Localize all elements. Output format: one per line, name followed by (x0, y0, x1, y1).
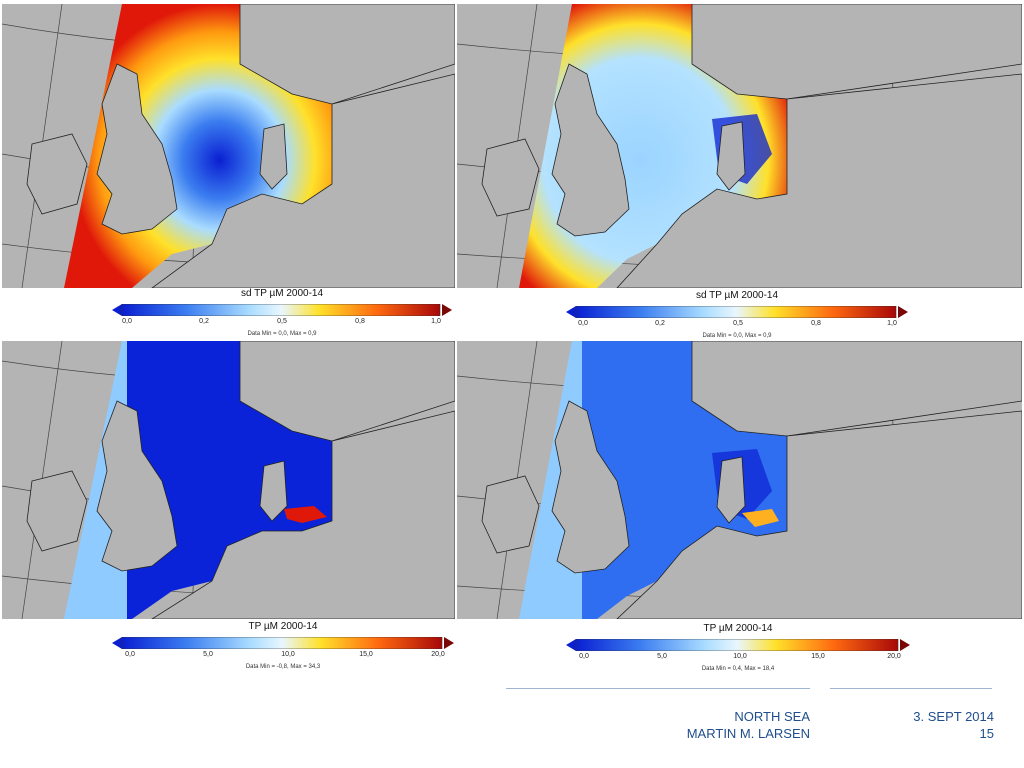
colorbar-data-range: Data Min = -0,8, Max = 34,3 (245, 664, 321, 670)
baltic-hotspot (284, 506, 327, 523)
map-tp-right-graphic (457, 341, 1022, 619)
map-sd-tp-right-graphic (457, 4, 1022, 288)
map-tp-right (457, 341, 1022, 619)
tick-label: 20,0 (431, 651, 445, 658)
colorbar-data-range: Data Min = 0,0, Max = 0,9 (247, 331, 317, 337)
tick-label: 0,0 (578, 320, 588, 327)
page-number: 15 (979, 726, 994, 741)
colorbar-data-range: Data Min = 0,4, Max = 18,4 (701, 666, 775, 672)
tick-label: 15,0 (359, 651, 373, 658)
tick-label: 5,0 (657, 653, 667, 660)
colorbar-2: sd TP µM 2000-14 0,0 0,2 0,5 0,8 1,0 Dat… (566, 290, 908, 346)
ireland-land (26, 470, 88, 552)
denmark-land (259, 460, 288, 522)
footer-topic: NORTH SEA (734, 709, 810, 724)
colorbar-4: TP µM 2000-14 0,0 5,0 10,0 15,0 20,0 Dat… (566, 623, 910, 679)
sea-field (127, 341, 332, 619)
footer-divider-right (830, 688, 992, 689)
map-sd-tp-left-graphic (2, 4, 455, 288)
colorbar-ticks: 0,0 5,0 10,0 15,0 20,0 (112, 651, 454, 663)
colorbar-data-range: Data Min = 0,0, Max = 0,9 (702, 333, 772, 339)
great-britain-land (551, 63, 630, 237)
colorbar-ticks: 0,0 0,2 0,5 0,8 1,0 (112, 318, 452, 330)
colorbar-ticks: 0,0 5,0 10,0 15,0 20,0 (566, 653, 910, 665)
colorbar-title: TP µM 2000-14 (703, 623, 773, 634)
colorbar-ramp (112, 304, 452, 316)
colorbar-1: sd TP µM 2000-14 0,0 0,2 0,5 0,8 1,0 Dat… (112, 288, 452, 344)
colorbar-ramp (566, 306, 908, 318)
tick-label: 0,5 (733, 320, 743, 327)
ireland-land (481, 475, 540, 554)
map-tp-left (2, 341, 455, 619)
tick-label: 0,0 (122, 318, 132, 325)
great-britain-land (96, 63, 178, 235)
great-britain-land (551, 400, 630, 574)
tick-label: 15,0 (811, 653, 825, 660)
map-tp-left-graphic (2, 341, 455, 619)
footer-topic-block: NORTH SEA MARTIN M. LARSEN (560, 708, 810, 742)
colorbar-ramp (112, 637, 454, 649)
denmark-land (716, 121, 746, 191)
tick-label: 0,2 (199, 318, 209, 325)
tick-label: 10,0 (733, 653, 747, 660)
great-britain-land (96, 400, 178, 572)
tick-label: 20,0 (887, 653, 901, 660)
footer-date: 3. SEPT 2014 (913, 709, 994, 724)
tick-label: 0,0 (579, 653, 589, 660)
colorbar-ticks: 0,0 0,2 0,5 0,8 1,0 (566, 320, 908, 332)
colorbar-title: sd TP µM 2000-14 (240, 288, 324, 299)
tick-label: 0,8 (811, 320, 821, 327)
footer-date-block: 3. SEPT 2014 15 (840, 708, 994, 742)
continent-land (616, 410, 1022, 619)
baltic-hotspot (742, 509, 779, 527)
tick-label: 5,0 (203, 651, 213, 658)
tick-label: 10,0 (281, 651, 295, 658)
continent-land (616, 73, 1022, 288)
colorbar-3: TP µM 2000-14 0,0 5,0 10,0 15,0 20,0 Dat… (112, 621, 454, 677)
tick-label: 1,0 (887, 320, 897, 327)
tick-label: 0,5 (277, 318, 287, 325)
tick-label: 0,0 (125, 651, 135, 658)
continent-land (151, 73, 455, 288)
colorbar-title: sd TP µM 2000-14 (695, 290, 779, 301)
colorbar-title: TP µM 2000-14 (248, 621, 318, 632)
ireland-land (481, 138, 540, 217)
tick-label: 1,0 (431, 318, 441, 325)
tick-label: 0,2 (655, 320, 665, 327)
footer-author: MARTIN M. LARSEN (686, 726, 810, 741)
continent-land (151, 410, 455, 619)
footer-divider-left (506, 688, 810, 689)
sea-field (582, 341, 787, 619)
denmark-land (716, 456, 746, 524)
ireland-land (26, 133, 88, 215)
map-sd-tp-left (2, 4, 455, 288)
colorbar-ramp (566, 639, 910, 651)
denmark-land (259, 123, 288, 190)
tick-label: 0,8 (355, 318, 365, 325)
map-sd-tp-right (457, 4, 1022, 288)
